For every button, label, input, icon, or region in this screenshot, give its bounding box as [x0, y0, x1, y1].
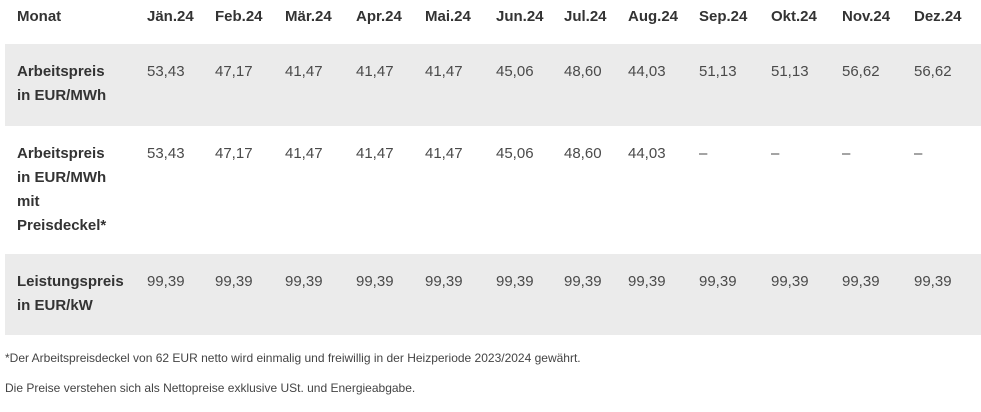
price-cell: 56,62: [914, 44, 981, 126]
price-cell: 99,39: [356, 254, 425, 335]
price-cell-empty: –: [842, 145, 851, 162]
price-cell: 99,39: [425, 254, 496, 335]
row-label-line: Preisdeckel*: [17, 217, 107, 234]
price-cell: 41,47: [356, 145, 394, 162]
row-label-line: Leistungspreis: [17, 273, 124, 290]
row-label-line: in EUR/kW: [17, 297, 93, 314]
price-cell: 45,06: [496, 145, 534, 162]
price-cell: 48,60: [564, 145, 602, 162]
price-cell: 41,47: [356, 44, 425, 126]
price-cell: 99,39: [496, 254, 564, 335]
price-cell: 51,13: [771, 44, 842, 126]
month-header: Aug.24: [628, 8, 679, 25]
price-cell: 99,39: [842, 254, 914, 335]
price-disclaimer: Die Preise verstehen sich als Nettopreis…: [5, 381, 416, 395]
price-cell: 41,47: [425, 44, 496, 126]
price-cell: 48,60: [564, 44, 628, 126]
price-cell: 99,39: [699, 254, 771, 335]
price-cell: 51,13: [699, 44, 771, 126]
price-cell: 99,39: [628, 254, 699, 335]
month-header: Mär.24: [285, 8, 332, 25]
price-cell: 99,39: [285, 254, 356, 335]
price-cell: 41,47: [285, 44, 356, 126]
price-cell-empty: –: [914, 145, 923, 162]
row-label: Arbeitspreis in EUR/MWh: [5, 44, 147, 126]
price-cell: 99,39: [215, 254, 285, 335]
price-cell: 47,17: [215, 145, 253, 162]
table-notes: *Der Arbeitspreisdeckel von 62 EUR netto…: [5, 350, 581, 396]
price-table: Monat Jän.24 Feb.24 Mär.24 Apr.24 Mai.24…: [5, 0, 981, 335]
price-cell: 44,03: [628, 44, 699, 126]
price-cell: 53,43: [147, 145, 185, 162]
month-header: Dez.24: [914, 8, 962, 25]
row-label-line: in EUR/MWh: [17, 87, 107, 104]
price-cell: 47,17: [215, 44, 285, 126]
month-header: Mai.24: [425, 8, 471, 25]
month-header: Jän.24: [147, 8, 194, 25]
price-cell-empty: –: [771, 145, 780, 162]
price-cell: 53,43: [147, 44, 215, 126]
row-label: Arbeitspreis in EUR/MWh mit Preisdeckel*: [5, 126, 147, 254]
price-cell: 41,47: [425, 145, 463, 162]
row-label-line: in EUR/MWh: [17, 169, 107, 186]
footnote: *Der Arbeitspreisdeckel von 62 EUR netto…: [5, 351, 581, 365]
price-cell: 45,06: [496, 44, 564, 126]
price-cell: 99,39: [914, 254, 981, 335]
row-label-line: mit: [17, 193, 40, 210]
header-label: Monat: [17, 8, 62, 25]
month-header: Apr.24: [356, 8, 402, 25]
price-cell: 56,62: [842, 44, 914, 126]
month-header: Sep.24: [699, 8, 748, 25]
row-label-line: Arbeitspreis: [17, 63, 105, 80]
price-cell: 99,39: [564, 254, 628, 335]
table-header-row: Monat Jän.24 Feb.24 Mär.24 Apr.24 Mai.24…: [5, 0, 981, 44]
price-cell: 44,03: [628, 145, 666, 162]
month-header: Feb.24: [215, 8, 263, 25]
price-cell: 99,39: [147, 254, 215, 335]
price-cell: 41,47: [285, 145, 323, 162]
month-header: Jun.24: [496, 8, 544, 25]
month-header: Jul.24: [564, 8, 607, 25]
table-row-leistungspreis: Leistungspreis in EUR/kW 99,39 99,39 99,…: [5, 254, 981, 335]
row-label: Leistungspreis in EUR/kW: [5, 254, 147, 335]
table-row-arbeitspreis: Arbeitspreis in EUR/MWh 53,43 47,17 41,4…: [5, 44, 981, 126]
price-cell-empty: –: [699, 145, 708, 162]
price-cell: 99,39: [771, 254, 842, 335]
month-header: Okt.24: [771, 8, 817, 25]
month-header: Nov.24: [842, 8, 891, 25]
row-label-line: Arbeitspreis: [17, 145, 105, 162]
table-row-arbeitspreis-preisdeckel: Arbeitspreis in EUR/MWh mit Preisdeckel*…: [5, 126, 981, 254]
